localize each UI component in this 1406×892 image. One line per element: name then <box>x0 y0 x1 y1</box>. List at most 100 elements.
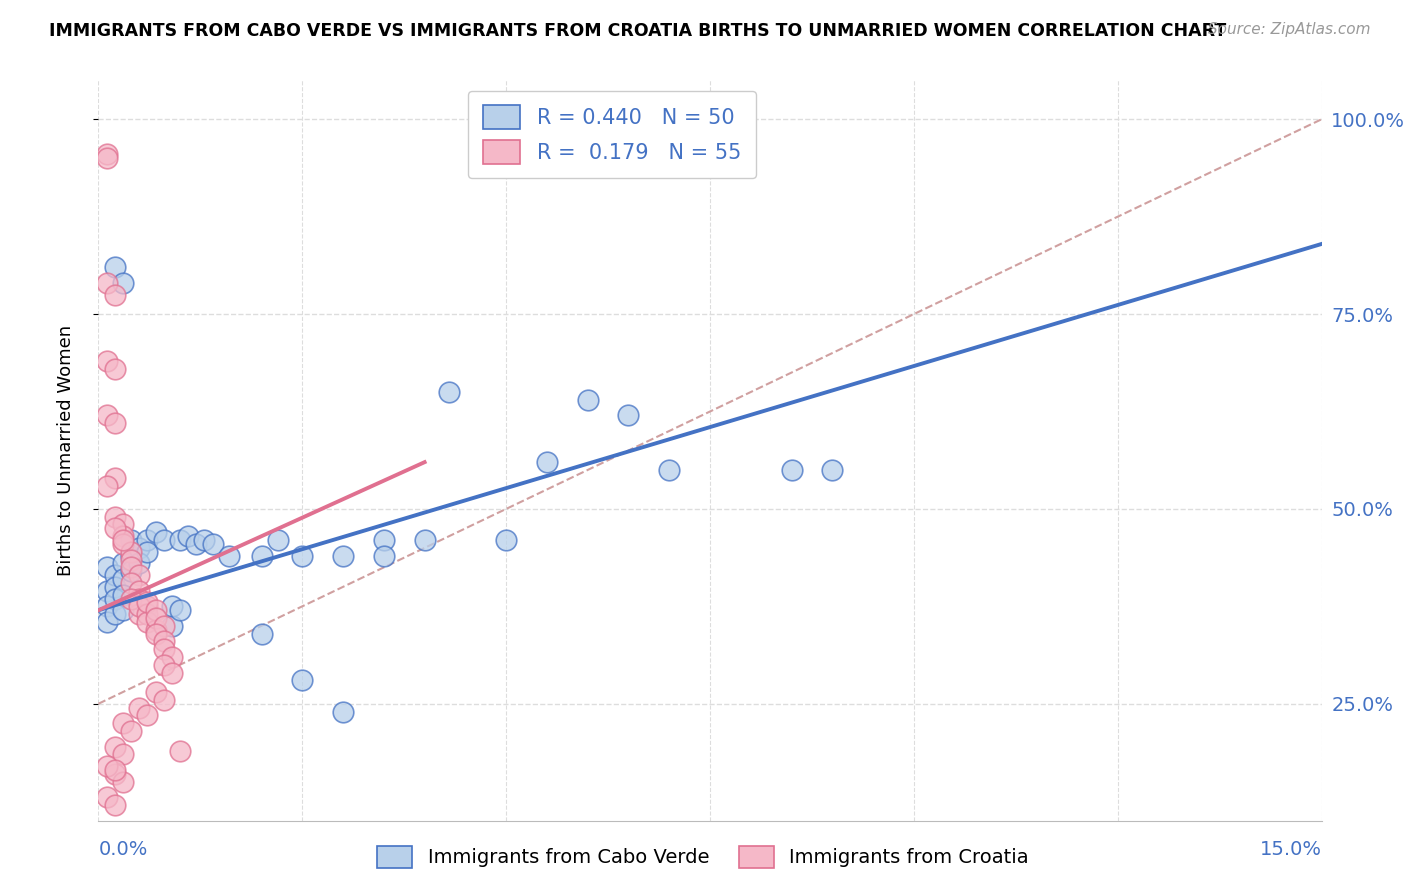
Point <box>96 599 118 614</box>
Point <box>96 151 118 165</box>
Point <box>169 603 191 617</box>
Point <box>111 557 134 571</box>
Point <box>267 533 290 547</box>
Point <box>169 743 191 757</box>
Point <box>495 533 517 547</box>
Point <box>120 576 142 591</box>
Point <box>152 533 174 547</box>
Point <box>291 673 314 688</box>
Point <box>145 623 167 637</box>
Point <box>104 416 127 430</box>
Point <box>104 580 127 594</box>
Point <box>136 595 159 609</box>
Point <box>120 533 142 547</box>
Point <box>104 509 127 524</box>
Point <box>780 463 803 477</box>
Point <box>111 529 134 543</box>
Point <box>111 533 134 547</box>
Point <box>821 463 844 477</box>
Point <box>96 560 118 574</box>
Point <box>120 591 142 606</box>
Point <box>120 545 142 559</box>
Point <box>136 607 159 621</box>
Point <box>145 603 167 617</box>
Point <box>201 537 224 551</box>
Point <box>128 591 150 606</box>
Point <box>111 572 134 586</box>
Point <box>145 685 167 699</box>
Point <box>152 634 174 648</box>
Point <box>136 545 159 559</box>
Point <box>96 478 118 492</box>
Point <box>160 650 183 665</box>
Point <box>177 529 200 543</box>
Point <box>120 549 142 563</box>
Text: 15.0%: 15.0% <box>1260 840 1322 859</box>
Point <box>536 455 558 469</box>
Point <box>160 599 183 614</box>
Legend: R = 0.440   N = 50, R =  0.179   N = 55: R = 0.440 N = 50, R = 0.179 N = 55 <box>468 91 756 178</box>
Point <box>111 716 134 731</box>
Point <box>160 665 183 680</box>
Point <box>104 763 127 777</box>
Point <box>111 747 134 762</box>
Legend: Immigrants from Cabo Verde, Immigrants from Croatia: Immigrants from Cabo Verde, Immigrants f… <box>367 836 1039 878</box>
Point <box>373 533 395 547</box>
Point <box>111 517 134 532</box>
Point <box>128 599 150 614</box>
Point <box>104 361 127 376</box>
Point <box>136 615 159 629</box>
Point <box>160 619 183 633</box>
Point <box>111 603 134 617</box>
Point <box>120 564 142 578</box>
Point <box>104 591 127 606</box>
Point <box>120 724 142 739</box>
Point <box>104 287 127 301</box>
Point <box>120 560 142 574</box>
Point <box>250 549 273 563</box>
Point <box>193 533 215 547</box>
Y-axis label: Births to Unmarried Women: Births to Unmarried Women <box>56 325 75 576</box>
Point <box>145 626 167 640</box>
Point <box>136 599 159 614</box>
Point <box>437 384 460 399</box>
Point <box>120 552 142 566</box>
Point <box>291 549 314 563</box>
Point <box>104 739 127 754</box>
Point <box>111 774 134 789</box>
Point <box>136 708 159 723</box>
Point <box>111 276 134 290</box>
Point <box>413 533 436 547</box>
Point <box>104 798 127 813</box>
Point <box>128 607 150 621</box>
Point <box>617 409 640 423</box>
Point <box>128 583 150 598</box>
Point <box>96 790 118 805</box>
Point <box>332 549 354 563</box>
Point <box>104 471 127 485</box>
Point <box>145 611 167 625</box>
Point <box>169 533 191 547</box>
Point <box>128 557 150 571</box>
Point <box>152 657 174 672</box>
Point <box>250 626 273 640</box>
Point <box>104 607 127 621</box>
Point <box>332 705 354 719</box>
Point <box>111 537 134 551</box>
Point <box>186 537 208 551</box>
Text: IMMIGRANTS FROM CABO VERDE VS IMMIGRANTS FROM CROATIA BIRTHS TO UNMARRIED WOMEN : IMMIGRANTS FROM CABO VERDE VS IMMIGRANTS… <box>49 22 1226 40</box>
Point <box>104 767 127 781</box>
Point <box>373 549 395 563</box>
Point <box>218 549 240 563</box>
Point <box>104 568 127 582</box>
Point <box>136 533 159 547</box>
Point <box>96 354 118 368</box>
Point <box>96 276 118 290</box>
Point <box>96 583 118 598</box>
Point <box>145 525 167 540</box>
Point <box>96 759 118 773</box>
Text: Source: ZipAtlas.com: Source: ZipAtlas.com <box>1208 22 1371 37</box>
Point <box>152 619 174 633</box>
Point <box>104 521 127 535</box>
Point <box>152 693 174 707</box>
